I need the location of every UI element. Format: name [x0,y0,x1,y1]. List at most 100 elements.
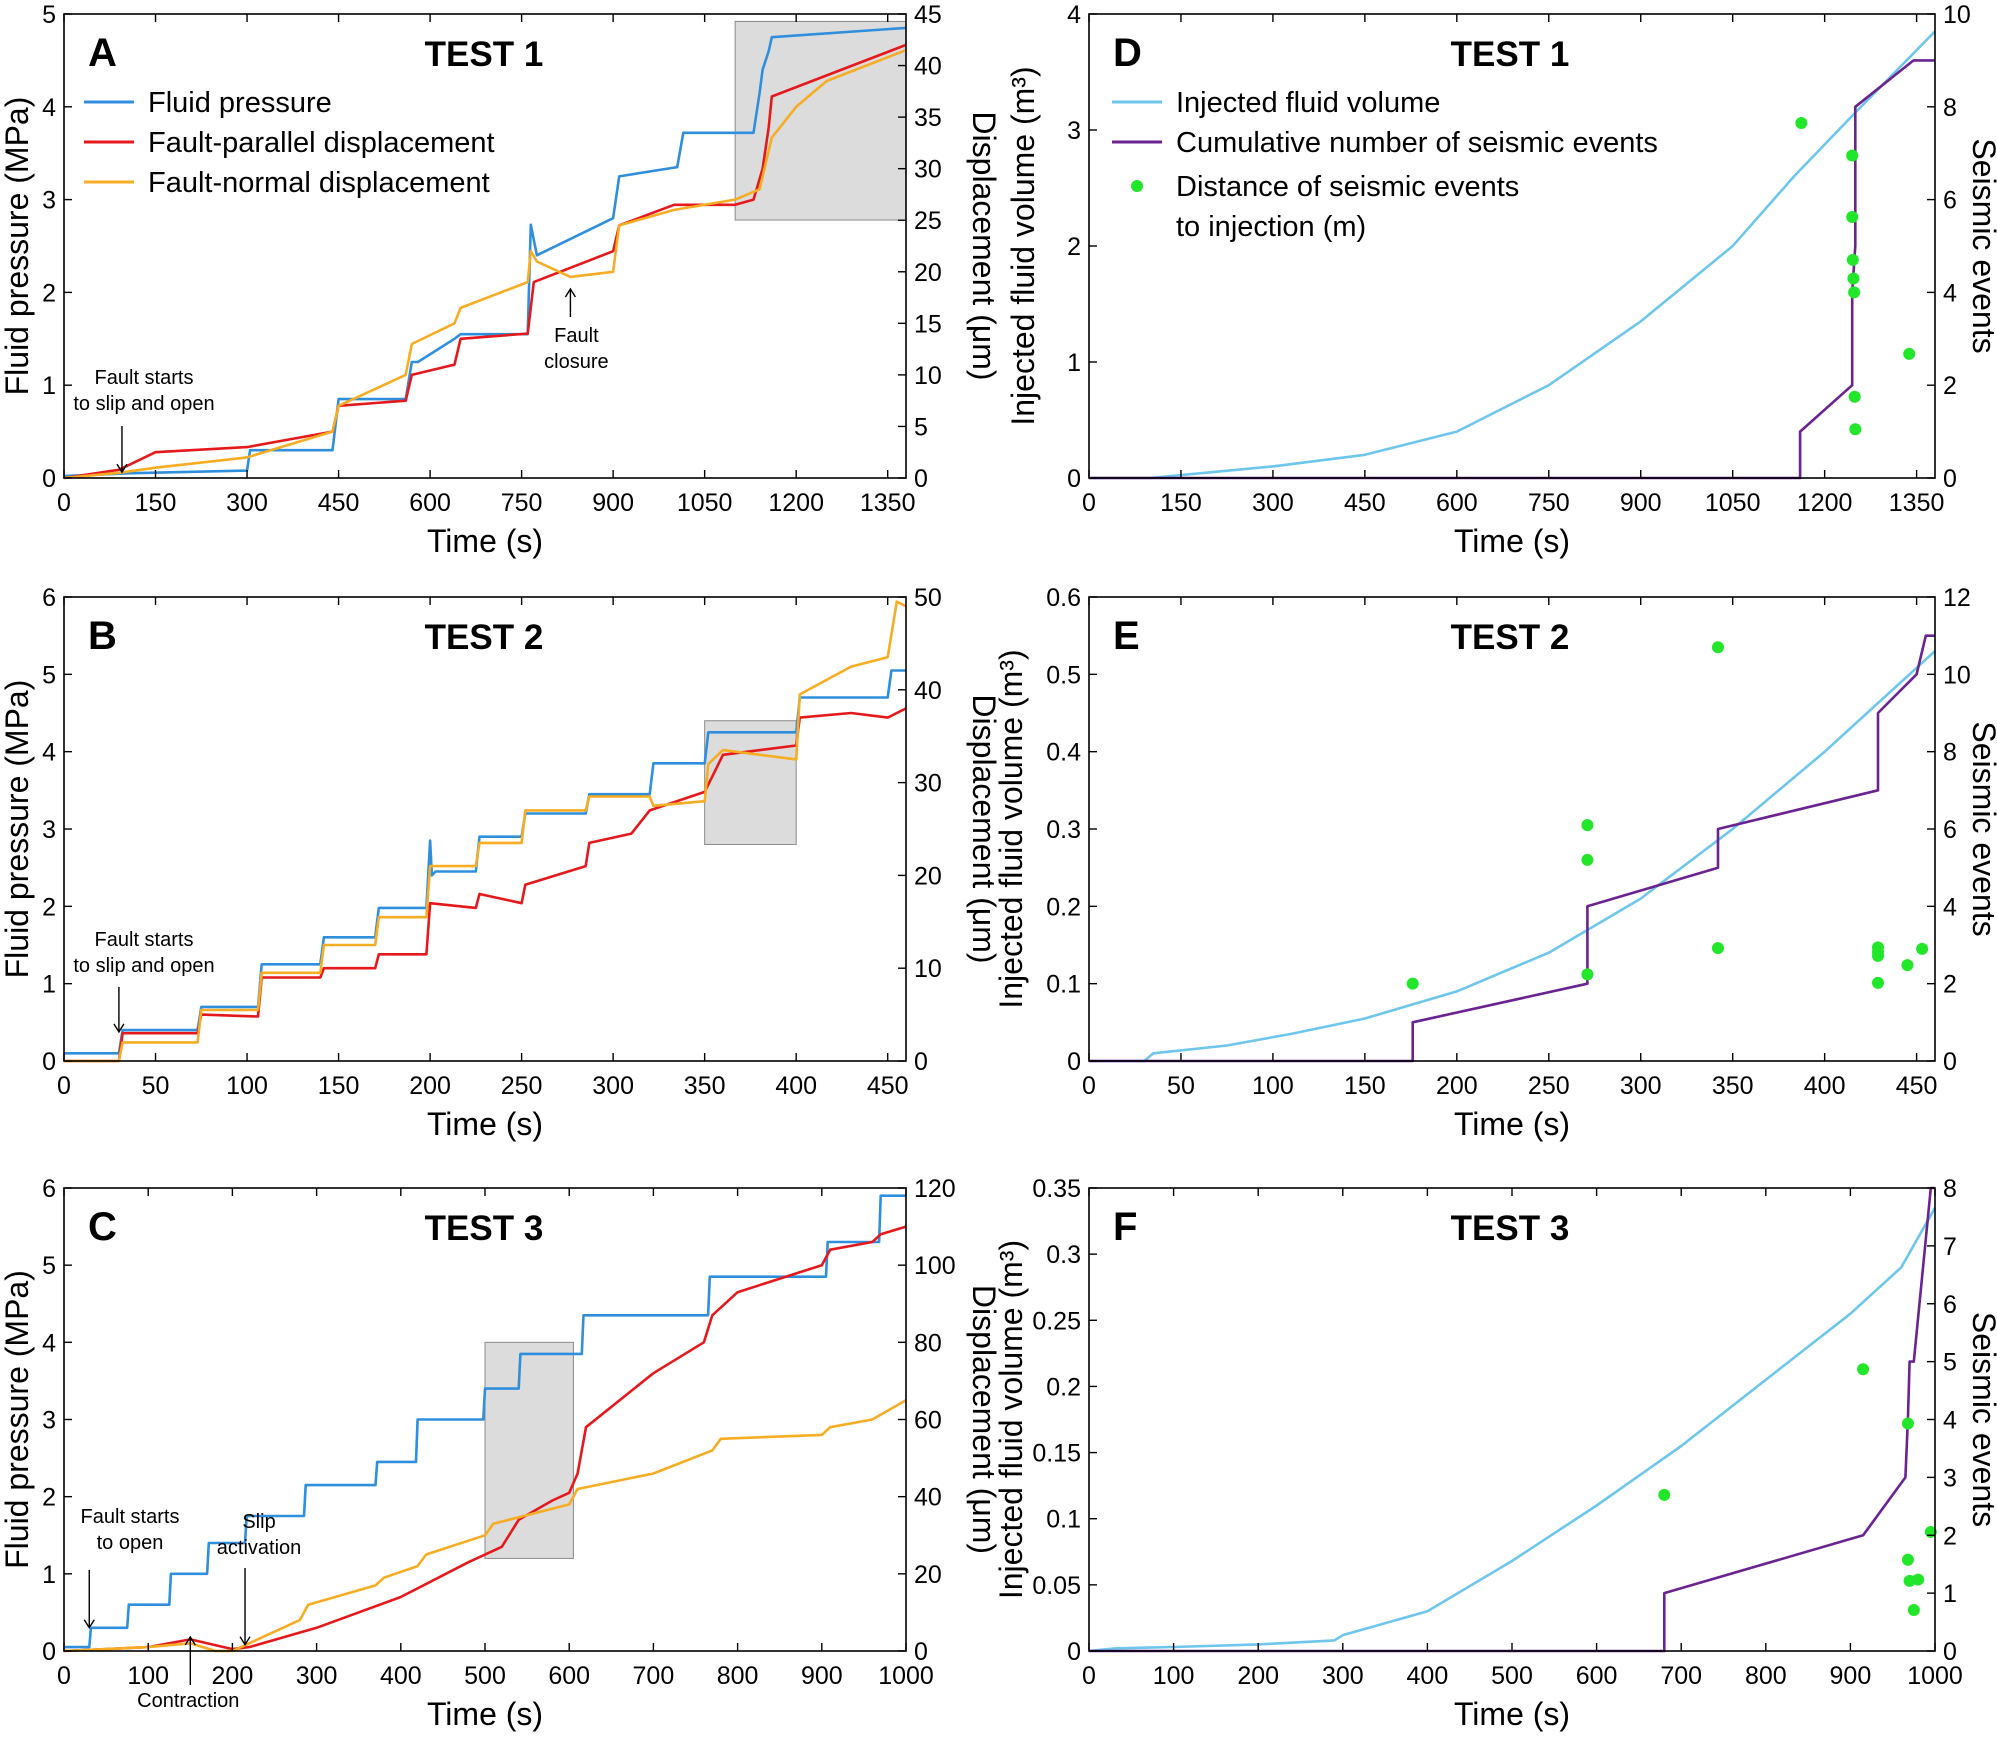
y-tick-label: 0 [42,1048,56,1076]
y-tick-label: 2 [42,1484,56,1512]
legend-entry: Distance of seismic events [1176,171,1519,203]
x-tick-label: 100 [1153,1662,1195,1690]
series-injected-fluid-volume [1089,650,1936,1063]
axes-frame [1088,596,1936,1062]
y2-tick-label: 10 [914,362,942,390]
x-tick-label: 600 [1436,489,1478,517]
x-tick-label: 50 [142,1072,170,1100]
x-tick-label: 450 [1896,1072,1938,1100]
x-tick-label: 300 [1252,489,1294,517]
scatter-point [1581,853,1594,866]
x-axis-label: Time (s) [1454,1106,1570,1142]
series-line [64,1194,906,1649]
series-fault-normal-displacement [63,48,907,480]
annotation: Fault starts to slip and open [73,929,215,1034]
y2-tick-label: 4 [1943,893,1957,921]
y2-axis-label: Displacement (μm) [966,694,1002,963]
series-line [63,48,907,480]
y-tick-label: 0.1 [1046,971,1081,999]
x-tick-label: 150 [1160,489,1202,517]
x-tick-label: 400 [380,1662,422,1690]
x-tick-label: 1200 [1797,489,1853,517]
legend-entry: Fault-normal displacement [148,167,490,199]
y2-tick-label: 40 [914,1484,942,1512]
y-tick-label: 0 [42,465,56,493]
x-tick-label: 400 [1804,1072,1846,1100]
annotation-text: to open [97,1532,164,1554]
legend-entry: Cumulative number of seismic events [1176,127,1658,159]
x-tick-label: 200 [409,1072,451,1100]
y2-tick-label: 100 [914,1252,956,1280]
panel-label: B [88,614,117,658]
annotation-text: activation [217,1537,302,1559]
x-tick-label: 1050 [677,489,733,517]
panel-title: TEST 3 [1451,1209,1570,1248]
y-tick-label: 0 [1067,465,1081,493]
x-tick-label: 750 [501,489,543,517]
y2-tick-label: 25 [914,207,942,235]
y-tick-label: 3 [42,1407,56,1435]
y-axis-label: Injected fluid volume (m³) [993,649,1029,1008]
x-tick-label: 250 [1528,1072,1570,1100]
scatter-point [1916,942,1929,955]
x-tick-label: 300 [592,1072,634,1100]
panel-B: 0 50 100 150 200 250 300 350 400 4500123456010203… [0,584,1002,1142]
x-tick-label: 1050 [1705,489,1761,517]
y2-tick-label: 6 [1943,1291,1957,1319]
y2-tick-label: 0 [1943,465,1957,493]
y-tick-label: 5 [42,661,56,689]
y-tick-label: 3 [42,187,56,215]
panel-D: 0 150 300 450 600 750 900 1050 1200 1350012340246… [1005,1,1997,559]
y-tick-label: 0 [1067,1048,1081,1076]
x-tick-label: 0 [57,489,71,517]
series-line [64,600,907,1063]
x-tick-label: 1350 [1889,489,1945,517]
y-tick-label: 0 [42,1638,56,1666]
series-line [63,1225,907,1653]
x-tick-label: 350 [684,1072,726,1100]
x-tick-label: 350 [1712,1072,1754,1100]
y2-tick-label: 10 [1943,661,1971,689]
series-fluid-pressure [64,1194,906,1649]
series-injected-fluid-volume [1088,1207,1937,1653]
scatter-point [1847,272,1860,285]
y-tick-label: 2 [1067,233,1081,261]
y2-tick-label: 0 [1943,1048,1957,1076]
annotation-arrowhead [184,1635,196,1646]
scatter-point [1846,211,1859,223]
series-fault-parallel-displacement [63,43,907,480]
y2-tick-label: 10 [914,955,942,983]
x-tick-label: 700 [1660,1662,1702,1690]
scatter-point [1846,253,1859,266]
panel-label: D [1113,31,1142,75]
series-fluid-pressure [64,669,906,1055]
panel-C: 0 100 200 300 400 500 600 700 800 900 100001234560… [0,1175,1002,1732]
annotation-text: to slip and open [73,393,214,415]
axes-frame [63,13,907,479]
y2-tick-label: 120 [914,1175,956,1203]
annotation-text: to slip and open [73,955,214,977]
y-tick-label: 1 [1067,349,1081,377]
y2-axis-label: Displacement (μm) [966,1285,1002,1554]
x-tick-label: 500 [464,1662,506,1690]
y2-axis-label: Seismic events [1966,138,1997,353]
y-tick-label: 2 [42,279,56,307]
y-tick-label: 6 [42,584,56,612]
x-tick-label: 900 [1620,489,1662,517]
annotation-arrowhead [113,1023,125,1034]
x-tick-label: 700 [633,1662,675,1690]
y-tick-label: 0.5 [1046,661,1081,689]
y-tick-label: 0.6 [1046,584,1081,612]
scatter-point [1848,286,1861,299]
legend: Fluid pressure Fault-parallel displacemen… [84,87,495,199]
y2-tick-label: 2 [1943,971,1957,999]
y-tick-label: 5 [42,1252,56,1280]
axes-frame [1088,13,1936,479]
y2-tick-label: 5 [1943,1349,1957,1377]
legend-entry: Fluid pressure [148,87,332,119]
y-tick-label: 1 [42,971,56,999]
scatter-point [1912,1573,1925,1586]
x-tick-label: 150 [135,489,177,517]
y2-tick-label: 0 [1943,1638,1957,1666]
